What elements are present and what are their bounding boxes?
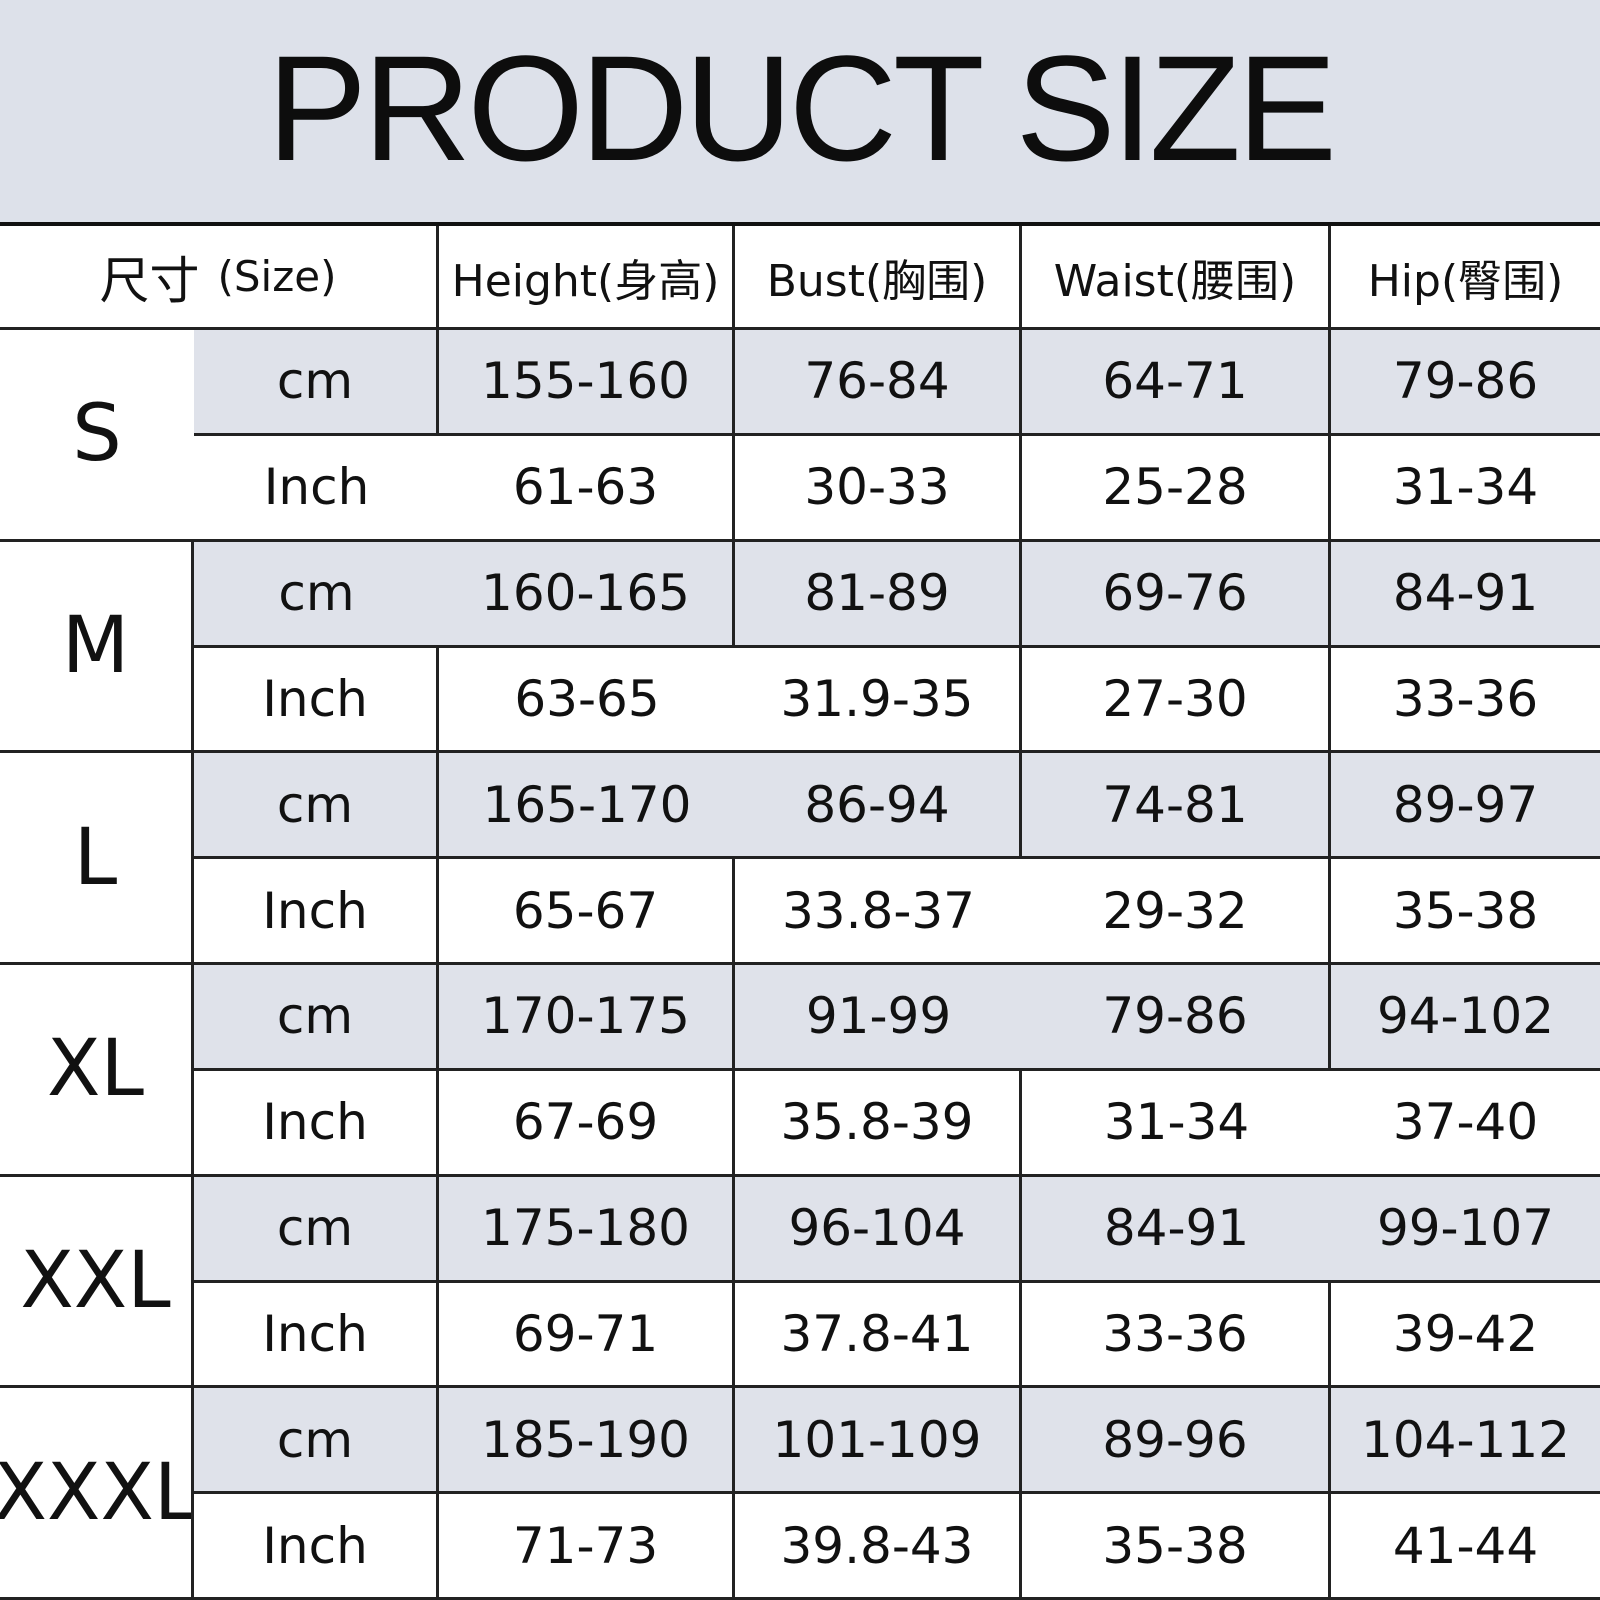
header-bust: Bust(胸围) [735,226,1022,330]
table-cell: 33-36 [1331,647,1600,754]
table-cell: 64-71 [1022,330,1331,436]
unit-label: Inch [194,1494,439,1600]
header-waist: Waist(腰围) [1022,226,1331,330]
table-cell: 155-160 [439,330,735,436]
table-cell: 165-170 [439,753,735,860]
table-cell: 160-165 [439,541,735,648]
table-cell: 37.8-41 [735,1282,1022,1389]
table-cell: 30-33 [735,435,1022,542]
table-cell: 63-65 [439,647,735,754]
table-cell: 41-44 [1331,1494,1600,1600]
size-label: M [0,541,194,754]
table-cell: 170-175 [439,965,735,1071]
header-size-en: (Size) [217,252,337,301]
table-cell: 29-32 [1022,859,1331,965]
table-cell: 25-28 [1022,435,1331,542]
unit-label: Inch [194,859,439,965]
table-cell: 61-63 [439,435,735,542]
table-cell: 101-109 [735,1388,1022,1495]
table-cell: 185-190 [439,1388,735,1495]
header-hip: Hip(臀围) [1331,226,1600,330]
table-cell: 35.8-39 [735,1070,1022,1177]
unit-label: cm [194,1388,439,1495]
size-label: S [0,330,194,542]
table-cell: 89-97 [1331,753,1600,860]
table-cell: 86-94 [735,753,1022,860]
unit-label: cm [194,330,439,436]
title-band: PRODUCT SIZE [0,0,1600,222]
table-cell: 39.8-43 [735,1494,1022,1600]
table-cell: 84-91 [1331,541,1600,648]
unit-label: cm [194,541,439,648]
table-cell: 31-34 [1331,435,1600,542]
table-cell: 33-36 [1022,1282,1331,1389]
table-cell: 33.8-37 [735,859,1022,965]
unit-label: cm [194,1176,439,1283]
page-title: PRODUCT SIZE [266,24,1337,192]
table-cell: 96-104 [735,1176,1022,1283]
table-cell: 91-99 [735,965,1022,1071]
size-label: XXL [0,1176,194,1389]
unit-label: cm [194,965,439,1071]
table-cell: 94-102 [1331,965,1600,1071]
table-cell: 79-86 [1331,330,1600,436]
table-cell: 67-69 [439,1070,735,1177]
table-cell: 84-91 [1022,1176,1331,1283]
unit-label: Inch [194,1282,439,1389]
table-cell: 31.9-35 [735,647,1022,754]
table-cell: 79-86 [1022,965,1331,1071]
size-label: L [0,753,194,965]
header-size-cn: 尺寸 [99,251,200,310]
table-cell: 35-38 [1331,859,1600,965]
table-cell: 99-107 [1331,1176,1600,1283]
table-cell: 65-67 [439,859,735,965]
table-cell: 35-38 [1022,1494,1331,1600]
table-cell: 27-30 [1022,647,1331,754]
table-cell: 31-34 [1022,1070,1331,1177]
table-cell: 104-112 [1331,1388,1600,1495]
table-cell: 39-42 [1331,1282,1600,1389]
unit-label: Inch [194,647,439,754]
table-cell: 74-81 [1022,753,1331,860]
table-cell: 76-84 [735,330,1022,436]
header-size: 尺寸 (Size) [0,226,439,330]
table-cell: 69-76 [1022,541,1331,648]
table-cell: 81-89 [735,541,1022,648]
size-label: XL [0,965,194,1177]
size-chart-table: 尺寸 (Size) Height(身高) Bust(胸围) Waist(腰围) … [0,222,1600,1600]
size-label: XXXL [0,1388,194,1600]
unit-label: Inch [194,1070,439,1177]
header-height: Height(身高) [439,226,735,330]
table-cell: 175-180 [439,1176,735,1283]
table-cell: 37-40 [1331,1070,1600,1177]
table-cell: 69-71 [439,1282,735,1389]
table-cell: 71-73 [439,1494,735,1600]
unit-label: cm [194,753,439,860]
table-cell: 89-96 [1022,1388,1331,1495]
unit-label: Inch [194,435,439,542]
